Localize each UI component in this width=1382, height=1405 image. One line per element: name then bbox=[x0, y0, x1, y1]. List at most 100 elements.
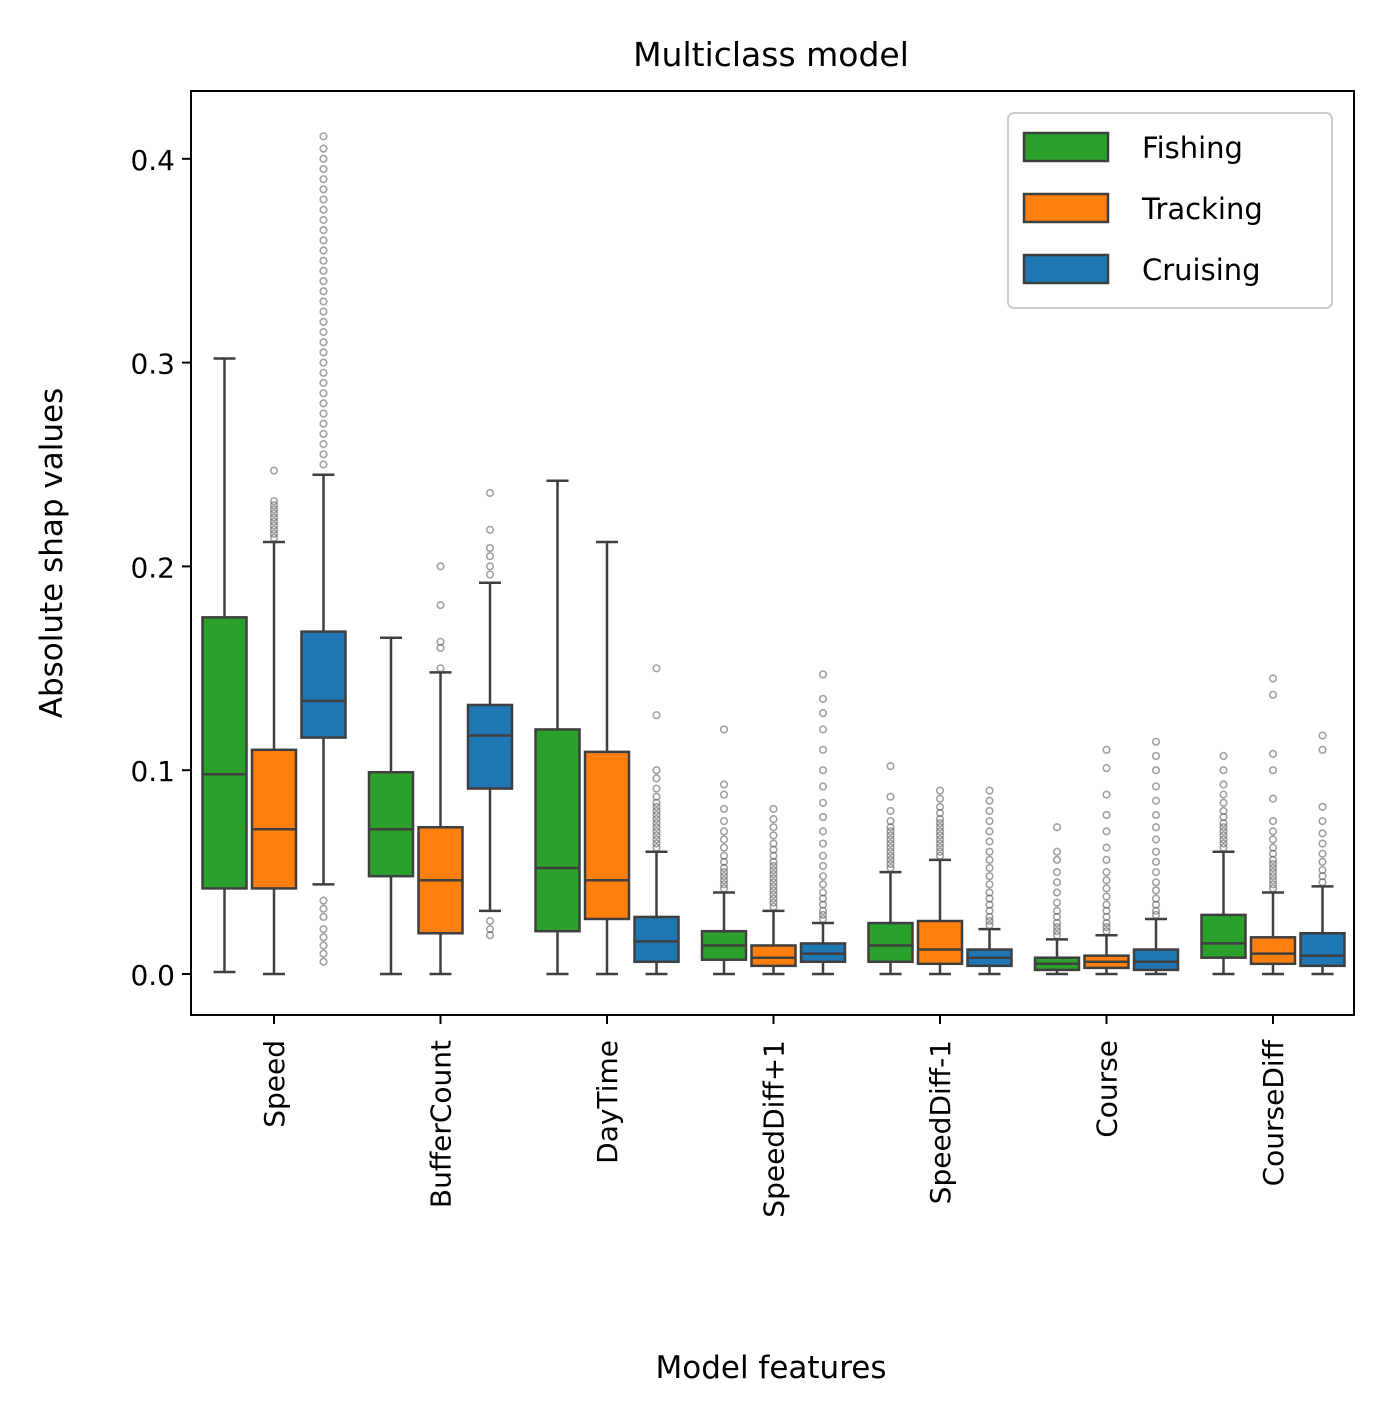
outlier-point bbox=[818, 914, 828, 924]
y-tick-label: 0.4 bbox=[130, 144, 175, 177]
outlier-point bbox=[652, 774, 661, 783]
outlier-point bbox=[818, 782, 828, 791]
outlier-point bbox=[652, 843, 661, 852]
series-tracking bbox=[250, 466, 1297, 976]
outlier-point bbox=[436, 601, 445, 610]
outlier-point bbox=[719, 804, 729, 814]
outlier-point bbox=[1052, 823, 1062, 832]
outlier-point bbox=[1052, 878, 1062, 887]
outlier-point bbox=[1151, 867, 1161, 877]
outlier-point bbox=[436, 562, 445, 571]
outlier-point bbox=[1318, 865, 1327, 875]
outlier-point bbox=[269, 521, 279, 530]
outlier-point bbox=[769, 902, 778, 911]
outlier-point bbox=[1052, 898, 1062, 907]
outlier-point bbox=[319, 144, 328, 153]
outlier-point bbox=[1151, 878, 1161, 887]
outlier-point bbox=[1219, 827, 1228, 836]
legend-swatch-tracking bbox=[1022, 192, 1110, 224]
outlier-point bbox=[719, 835, 729, 844]
outlier-point bbox=[319, 132, 328, 141]
outlier-point bbox=[1219, 843, 1228, 852]
outlier-point bbox=[436, 637, 445, 646]
outlier-point bbox=[935, 794, 945, 803]
outlier-point bbox=[652, 815, 661, 824]
outlier-point bbox=[1268, 872, 1278, 881]
outlier-point bbox=[1219, 823, 1228, 832]
outlier-point bbox=[319, 327, 328, 337]
outlier-point bbox=[319, 338, 328, 347]
outlier-point bbox=[818, 851, 828, 860]
outlier-point bbox=[1268, 880, 1278, 889]
outlier-point bbox=[269, 466, 279, 475]
outlier-point bbox=[818, 798, 828, 807]
outlier-point bbox=[985, 827, 994, 836]
outlier-point bbox=[1102, 764, 1111, 773]
outlier-point bbox=[719, 827, 729, 836]
outlier-point bbox=[319, 317, 328, 326]
outlier-point bbox=[1151, 782, 1161, 791]
outlier-point bbox=[1318, 745, 1327, 754]
outlier-point bbox=[818, 910, 828, 919]
box-iqr bbox=[750, 944, 797, 968]
outlier-point bbox=[485, 552, 495, 561]
outlier-point bbox=[1151, 796, 1161, 805]
series-fishing bbox=[201, 357, 1247, 976]
box-iqr bbox=[1299, 931, 1346, 968]
outlier-point bbox=[769, 865, 778, 875]
outlier-point bbox=[886, 806, 895, 816]
outlier-point bbox=[1268, 794, 1278, 803]
outlier-point bbox=[1102, 884, 1111, 893]
x-tick-label: CourseDiff bbox=[1257, 1039, 1290, 1186]
outlier-point bbox=[1151, 835, 1161, 844]
outlier-point bbox=[1102, 827, 1111, 836]
outlier-point bbox=[319, 175, 328, 184]
chart-title: Multiclass model bbox=[633, 35, 909, 74]
outlier-point bbox=[818, 745, 828, 754]
outlier-point bbox=[1151, 810, 1161, 820]
outlier-point bbox=[1219, 835, 1228, 844]
outlier-point bbox=[818, 709, 828, 718]
outlier-point bbox=[485, 916, 495, 926]
legend: Fishing Tracking Cruising bbox=[1007, 112, 1333, 309]
box-fishing-course bbox=[1033, 823, 1081, 976]
outlier-point bbox=[1151, 894, 1161, 903]
outlier-point bbox=[985, 796, 994, 805]
outlier-point bbox=[818, 766, 828, 775]
outlier-point bbox=[1219, 831, 1228, 840]
legend-label-fishing: Fishing bbox=[1142, 131, 1243, 165]
outlier-point bbox=[886, 855, 895, 864]
outlier-point bbox=[1268, 690, 1278, 699]
outlier-point bbox=[652, 819, 661, 828]
outlier-point bbox=[769, 804, 778, 814]
box-cruising-speeddiff-1 bbox=[966, 786, 1013, 976]
box-iqr bbox=[916, 919, 964, 966]
outlier-point bbox=[818, 880, 828, 889]
outlier-point bbox=[1219, 766, 1228, 775]
outlier-point bbox=[985, 847, 994, 856]
outlier-point bbox=[985, 786, 994, 795]
box-iqr bbox=[1200, 913, 1247, 959]
outlier-point bbox=[319, 164, 328, 174]
outlier-point bbox=[319, 429, 328, 439]
y-tick-label: 0.0 bbox=[130, 959, 175, 992]
outlier-point bbox=[1102, 810, 1111, 820]
outlier-point bbox=[935, 786, 945, 795]
box-iqr bbox=[583, 750, 631, 921]
x-tick-label: BufferCount bbox=[425, 1040, 458, 1208]
outlier-point bbox=[886, 817, 895, 826]
outlier-point bbox=[1318, 829, 1327, 838]
outlier-point bbox=[985, 916, 994, 926]
outlier-point bbox=[1268, 884, 1278, 893]
outlier-point bbox=[319, 904, 328, 913]
outlier-point bbox=[1102, 790, 1111, 799]
outlier-point bbox=[886, 859, 895, 869]
outlier-point bbox=[818, 694, 828, 703]
outlier-point bbox=[719, 872, 729, 881]
legend-label-cruising: Cruising bbox=[1142, 253, 1261, 287]
outlier-point bbox=[985, 872, 994, 881]
outlier-point bbox=[769, 890, 778, 899]
outlier-point bbox=[652, 839, 661, 848]
outlier-point bbox=[818, 888, 828, 897]
legend-label-tracking: Tracking bbox=[1141, 192, 1263, 226]
